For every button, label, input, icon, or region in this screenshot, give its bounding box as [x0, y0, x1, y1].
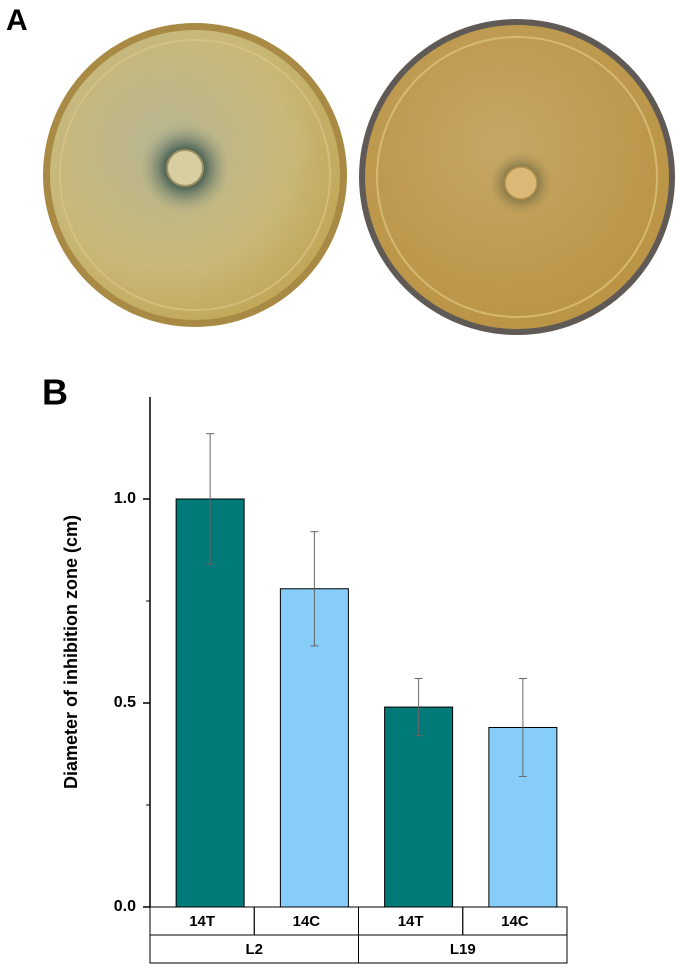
- x-tick-label: 14T: [189, 913, 215, 930]
- x-tick-label: 14C: [501, 913, 529, 930]
- y-axis-label: Diameter of inhibition zone (cm): [61, 515, 81, 789]
- plate-photo: [359, 19, 675, 335]
- x-tick-label: 14C: [293, 913, 321, 930]
- y-tick-label: 0.0: [114, 898, 136, 915]
- group-cell: [358, 934, 568, 964]
- y-tick-label: 1.0: [114, 490, 136, 507]
- plate-photo: [43, 23, 347, 327]
- bar: [384, 706, 454, 908]
- y-tick-label: 0.5: [114, 694, 136, 711]
- panel-label: B: [42, 372, 68, 413]
- panel-label: A: [6, 4, 28, 37]
- x-tick-label: 14T: [398, 913, 424, 930]
- group-label: L19: [450, 941, 476, 958]
- group-label: L2: [245, 941, 263, 958]
